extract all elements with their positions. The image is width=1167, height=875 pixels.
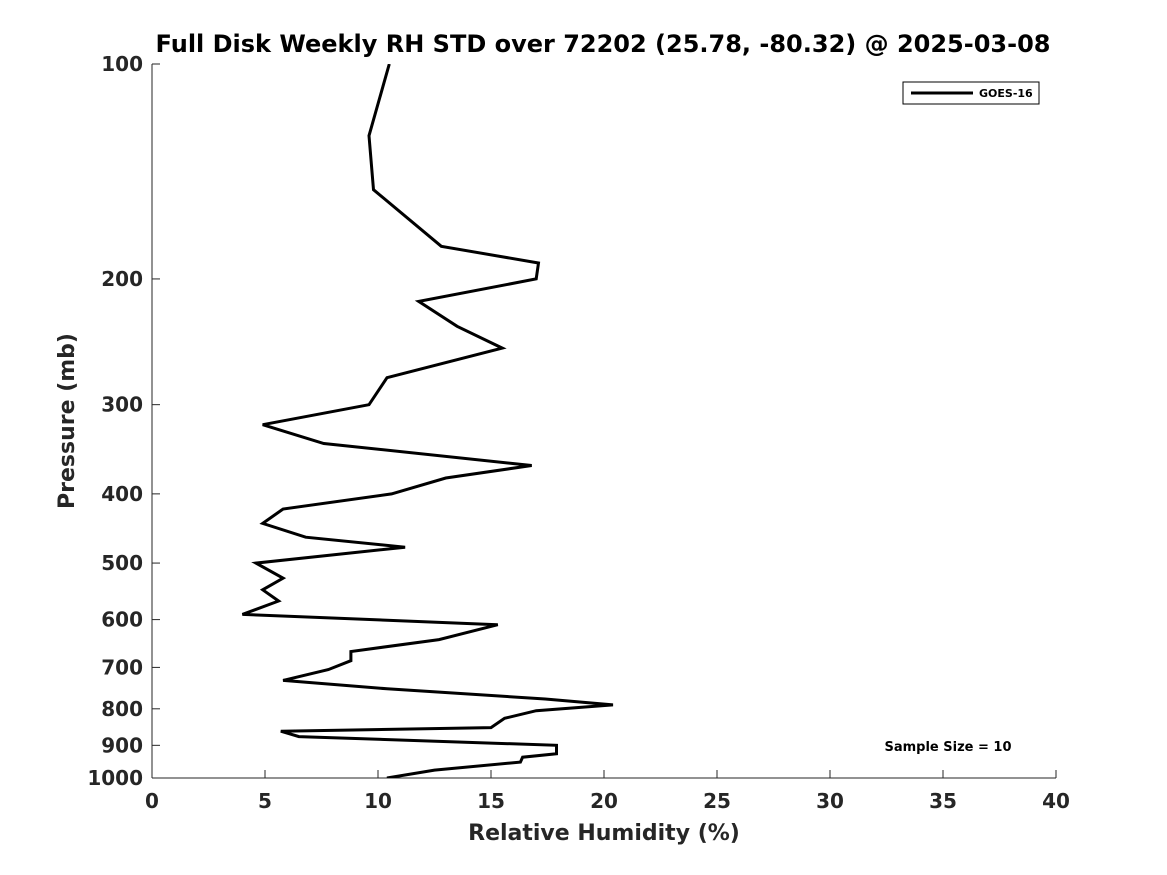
x-tick-label: 20	[590, 789, 618, 813]
chart-title: Full Disk Weekly RH STD over 72202 (25.7…	[156, 30, 1051, 58]
plot-area: 0 5 10 15 20 25 30 35 40 100 200 300 400 500 600 700 800…	[87, 52, 1070, 813]
x-tick-label: 40	[1042, 789, 1070, 813]
y-tick-label: 600	[101, 608, 143, 632]
x-tick-label: 5	[258, 789, 272, 813]
legend: GOES-16	[902, 81, 1040, 105]
x-tick-label: 30	[816, 789, 844, 813]
legend-label-goes-16: GOES-16	[979, 87, 1033, 100]
x-tick-label: 35	[929, 789, 957, 813]
y-tick-label: 900	[101, 733, 143, 757]
x-tick-label: 25	[703, 789, 731, 813]
series-line-goes-16	[241, 64, 614, 778]
y-tick-label: 500	[101, 551, 143, 575]
x-tick-label: 10	[364, 789, 392, 813]
y-tick-label: 700	[101, 655, 143, 679]
x-tick-label: 15	[477, 789, 505, 813]
x-axis-label: Relative Humidity (%)	[468, 821, 740, 846]
y-tick-label: 1000	[87, 766, 143, 790]
y-tick-label: 100	[101, 52, 143, 76]
y-tick-label: 400	[101, 482, 143, 506]
sample-size-annotation: Sample Size = 10	[884, 740, 1011, 755]
y-tick-label: 300	[101, 393, 143, 417]
x-tick-label: 0	[145, 789, 159, 813]
y-axis-label: Pressure (mb)	[55, 333, 80, 509]
y-tick-label: 200	[101, 267, 143, 291]
y-tick-label: 800	[101, 697, 143, 721]
